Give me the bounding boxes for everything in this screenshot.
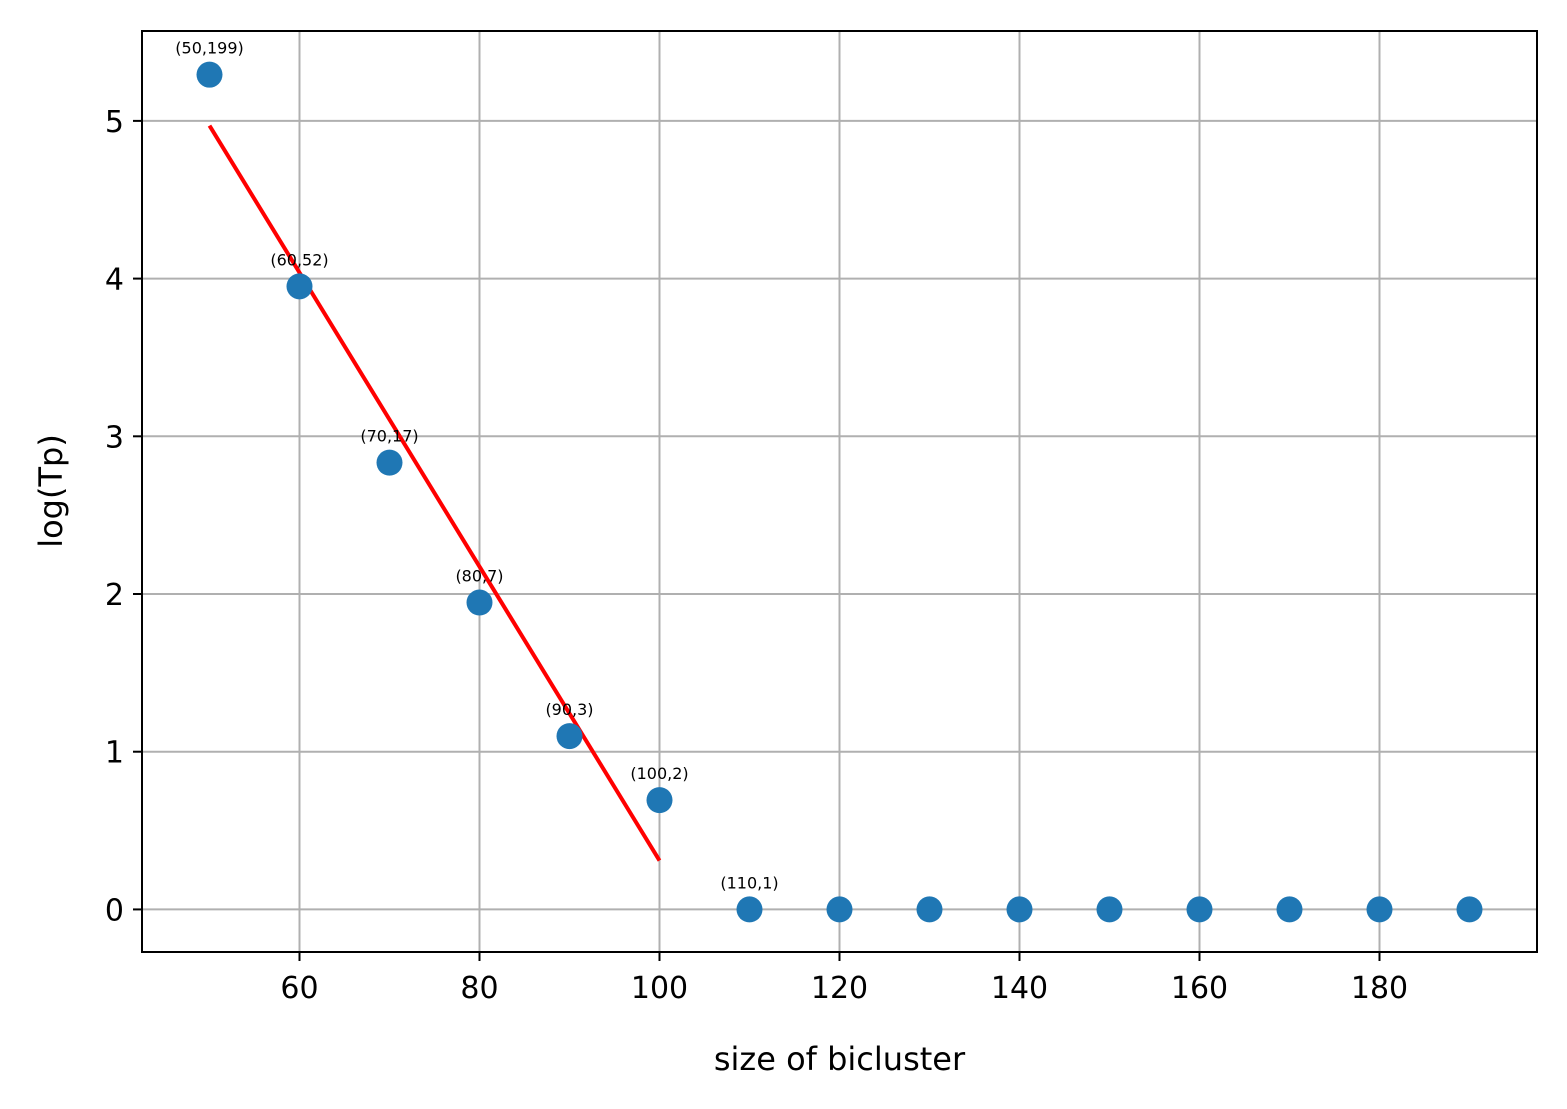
data-point bbox=[1096, 896, 1123, 923]
fit-line-group bbox=[207, 124, 662, 862]
x-tick-label: 180 bbox=[1351, 971, 1408, 1006]
axis-ticks: 60 80 100 120 140 160 180 0 1 2 3 4 5 bbox=[105, 105, 1408, 1006]
y-tick-label: 1 bbox=[105, 736, 124, 771]
grid bbox=[142, 31, 1537, 952]
data-point bbox=[286, 273, 313, 300]
y-tick-label: 3 bbox=[105, 420, 124, 455]
y-tick-label: 4 bbox=[105, 263, 124, 298]
x-axis-label: size of bicluster bbox=[714, 1040, 966, 1078]
data-point bbox=[1186, 896, 1213, 923]
point-annotation: (100,2) bbox=[630, 764, 688, 783]
data-point bbox=[556, 723, 583, 750]
point-annotations: (50,199) (60,52) (70,17) (80,7) (90,3) (100,2… bbox=[175, 39, 778, 893]
point-annotation: (60,52) bbox=[270, 250, 328, 269]
x-tick-label: 80 bbox=[460, 971, 498, 1006]
fit-line bbox=[207, 124, 662, 862]
y-axis-label: log(Tp) bbox=[32, 434, 70, 548]
data-point bbox=[1456, 896, 1483, 923]
x-tick-label: 120 bbox=[811, 971, 868, 1006]
data-point bbox=[916, 896, 943, 923]
data-point bbox=[1366, 896, 1393, 923]
data-point bbox=[736, 896, 763, 923]
data-point bbox=[826, 896, 853, 923]
y-tick-label: 0 bbox=[105, 893, 124, 928]
x-tick-label: 60 bbox=[280, 971, 318, 1006]
x-tick-label: 100 bbox=[631, 971, 688, 1006]
x-tick-label: 160 bbox=[1171, 971, 1228, 1006]
point-annotation: (50,199) bbox=[175, 39, 243, 58]
data-point bbox=[466, 589, 493, 616]
data-point bbox=[646, 787, 673, 814]
point-annotation: (70,17) bbox=[360, 427, 418, 446]
y-tick-label: 2 bbox=[105, 578, 124, 613]
point-annotation: (110,1) bbox=[720, 873, 778, 892]
x-tick-label: 140 bbox=[991, 971, 1048, 1006]
point-annotation: (90,3) bbox=[545, 700, 593, 719]
data-point bbox=[196, 61, 223, 88]
point-annotation: (80,7) bbox=[455, 567, 503, 586]
y-tick-label: 5 bbox=[105, 105, 124, 140]
data-point bbox=[1276, 896, 1303, 923]
data-point bbox=[376, 449, 403, 476]
data-points bbox=[196, 61, 1483, 923]
data-point bbox=[1006, 896, 1033, 923]
